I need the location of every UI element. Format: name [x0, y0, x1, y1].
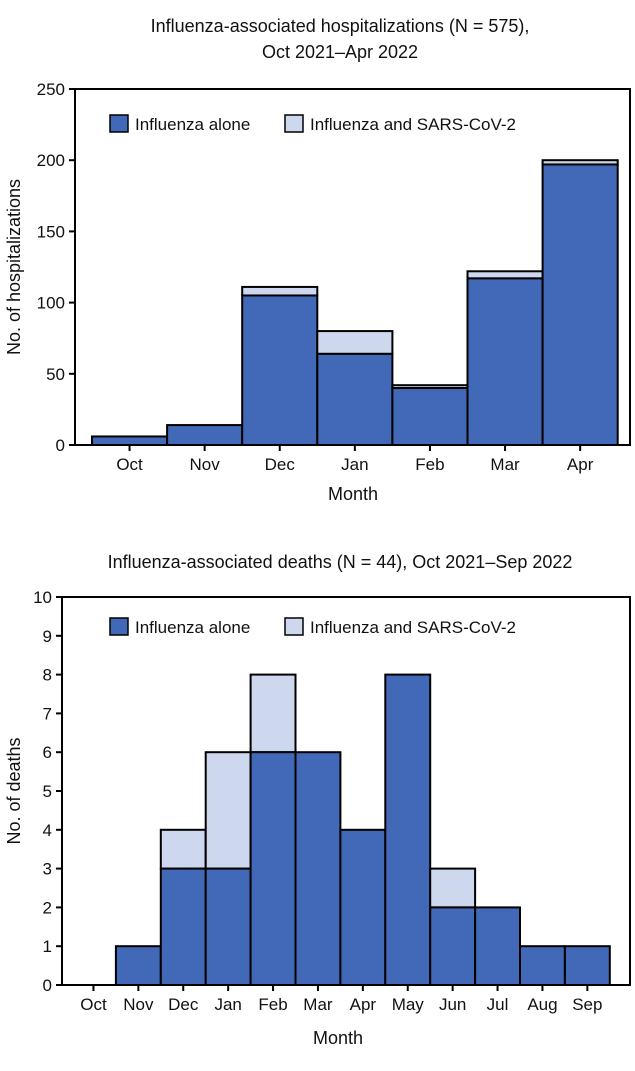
y-tick-label: 10	[33, 588, 52, 607]
bar-alone-sep	[563, 945, 611, 987]
legend-label-coinfected: Influenza and SARS-CoV-2	[310, 618, 516, 637]
y-tick-label: 100	[37, 294, 65, 313]
chart1-title-line2: Oct 2021–Apr 2022	[262, 42, 418, 62]
y-tick-label: 50	[46, 365, 65, 384]
chart2-y-label: No. of deaths	[4, 737, 24, 844]
bar-alone-jan	[316, 352, 394, 447]
x-tick-label: Oct	[80, 995, 107, 1014]
x-tick-label: Mar	[303, 995, 333, 1014]
y-tick-label: 0	[56, 436, 65, 455]
y-tick-label: 4	[43, 821, 52, 840]
bar-coinfected-jan	[204, 751, 252, 870]
legend-label-alone: Influenza alone	[135, 618, 250, 637]
y-tick-label: 2	[43, 898, 52, 917]
bar-coinfected-jan	[316, 330, 394, 355]
x-tick-label: Feb	[258, 995, 287, 1014]
y-tick-label: 0	[43, 976, 52, 995]
x-tick-label: Jan	[341, 455, 368, 474]
x-tick-label: Apr	[567, 455, 594, 474]
y-tick-label: 5	[43, 782, 52, 801]
bar-coinfected-dec	[159, 828, 207, 870]
chart2-x-label: Month	[313, 1028, 363, 1048]
legend-swatch-alone	[109, 114, 129, 133]
bar-coinfected-mar	[466, 270, 544, 280]
bar-alone-feb	[249, 751, 297, 987]
x-tick-label: Nov	[123, 995, 154, 1014]
legend-swatch-coinfected	[284, 114, 304, 133]
x-tick-label: May	[392, 995, 425, 1014]
bar-alone-mar	[294, 751, 342, 987]
y-tick-label: 200	[37, 151, 65, 170]
x-tick-label: Apr	[350, 995, 377, 1014]
chart1-plot: 0 50 100 150 200 250 Oct Nov Dec Jan Feb Mar Apr Infl…	[37, 80, 631, 474]
bar-alone-jul	[474, 906, 522, 987]
y-tick-label: 1	[43, 937, 52, 956]
x-tick-label: Jan	[214, 995, 241, 1014]
x-tick-label: Feb	[415, 455, 444, 474]
bar-alone-aug	[519, 945, 566, 987]
bar-alone-jun	[429, 906, 477, 987]
y-tick-label: 3	[43, 860, 52, 879]
bar-coinfected-feb	[249, 673, 297, 754]
x-tick-label: Dec	[265, 455, 296, 474]
x-tick-label: Sep	[572, 995, 602, 1014]
bar-alone-may	[384, 673, 432, 986]
x-tick-label: Mar	[490, 455, 520, 474]
y-tick-label: 150	[37, 222, 65, 241]
chart2-title: Influenza-associated deaths (N = 44), Oc…	[108, 552, 573, 572]
x-tick-label: Oct	[116, 455, 143, 474]
x-tick-label: Jun	[439, 995, 466, 1014]
x-tick-label: Jul	[487, 995, 509, 1014]
chart1-y-label: No. of hospitalizations	[4, 179, 24, 355]
x-tick-label: Nov	[190, 455, 221, 474]
y-tick-label: 6	[43, 743, 52, 762]
bar-alone-nov	[114, 945, 162, 987]
bar-alone-jan	[204, 867, 252, 986]
bar-coinfected-jun	[429, 867, 477, 909]
legend-label-coinfected: Influenza and SARS-CoV-2	[310, 115, 516, 134]
legend-swatch-alone	[109, 617, 129, 636]
y-tick-label: 9	[43, 627, 52, 646]
bar-coinfected-dec	[241, 285, 319, 297]
bar-alone-dec	[241, 294, 319, 447]
bar-alone-mar	[466, 277, 544, 446]
y-tick-label: 8	[43, 666, 52, 685]
chart1-title-line1: Influenza-associated hospitalizations (N…	[151, 16, 530, 36]
chart2-plot: 0 1 2 3 4 5 6 7 8 9 10 Oct Nov Dec Jan Feb Mar Apr May Jun J…	[33, 588, 631, 1014]
bar-alone-dec	[159, 867, 207, 986]
x-tick-label: Aug	[527, 995, 557, 1014]
legend-swatch-coinfected	[284, 617, 304, 636]
bar-alone-oct	[91, 435, 169, 446]
bar-alone-apr	[339, 828, 387, 986]
chart1-x-label: Month	[328, 484, 378, 504]
x-tick-label: Dec	[168, 995, 199, 1014]
bar-alone-apr	[541, 163, 619, 447]
bar-alone-nov	[166, 424, 244, 446]
y-tick-label: 250	[37, 80, 65, 99]
legend-label-alone: Influenza alone	[135, 115, 250, 134]
bar-alone-feb	[391, 387, 469, 447]
y-tick-label: 7	[43, 704, 52, 723]
